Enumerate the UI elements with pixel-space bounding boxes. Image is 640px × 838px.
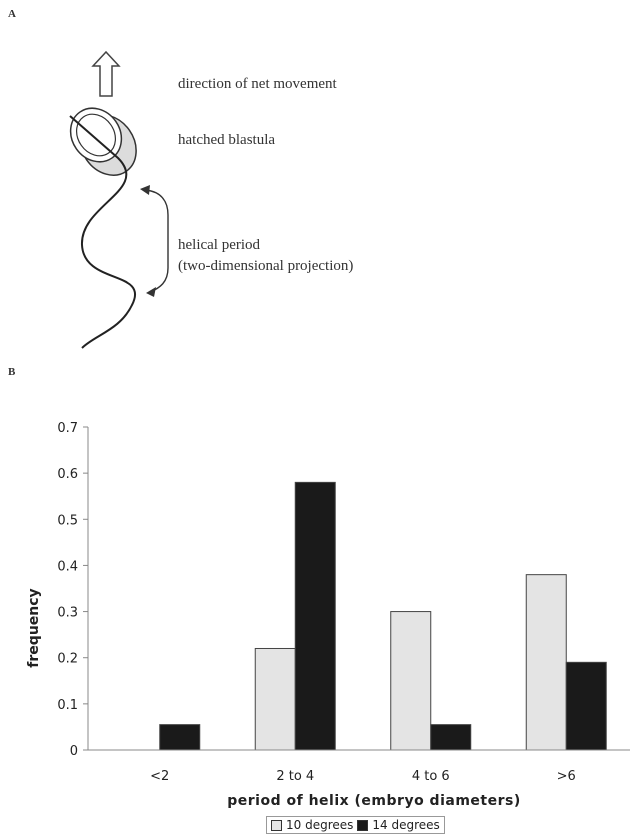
bracket-top-arrowhead-icon [140,185,150,195]
legend: 10 degrees 14 degrees [266,816,445,834]
direction-label: direction of net movement [178,76,337,92]
x-tick-label: 2 to 4 [276,769,314,784]
bars [159,481,607,751]
bracket-bottom-arrowhead-icon [146,287,156,297]
bar-10-degrees [525,574,567,751]
x-axis: <2 2 to 4 4 to 6 >6 [88,749,630,784]
period-bracket [145,189,169,293]
y-tick-label: 0 [70,744,78,759]
bar-14-degrees [294,481,336,751]
bar-14-degrees [430,724,472,751]
embryo-label: hatched blastula [178,132,276,148]
y-tick-label: 0.5 [57,513,78,528]
bar-14-degrees [159,724,201,751]
bar-10-degrees [254,647,296,751]
panel-b-label: B [8,366,16,378]
blastula-icon [69,107,137,176]
y-axis: 0 0.1 0.2 0.3 0.4 0.5 0.6 0.7 [57,421,89,759]
y-tick-label: 0.6 [57,467,78,482]
legend-swatch-14-degrees [357,819,369,831]
x-axis-label: period of helix (embryo diameters) [227,793,520,809]
legend-label-10-degrees: 10 degrees [286,818,354,832]
legend-label-14-degrees: 14 degrees [372,818,440,832]
y-tick-label: 0.3 [57,606,78,621]
y-tick-label: 0.7 [57,421,78,436]
helical-path [69,115,136,349]
helix-diagram [69,50,169,349]
y-tick-label: 0.4 [57,559,78,574]
y-axis-label: frequency [26,588,42,667]
x-tick-label: >6 [557,769,576,784]
panel-a-label: A [8,8,16,20]
y-tick-label: 0.2 [57,652,78,667]
up-arrow-icon [91,50,121,97]
period-label-line2: (two-dimensional projection) [178,258,354,274]
bar-10-degrees [390,611,432,751]
legend-swatch-10-degrees [271,819,282,831]
x-tick-label: 4 to 6 [412,769,450,784]
period-label-line1: helical period [178,237,261,253]
y-tick-label: 0.1 [57,698,78,713]
x-tick-label: <2 [150,769,169,784]
bar-14-degrees [565,661,607,751]
